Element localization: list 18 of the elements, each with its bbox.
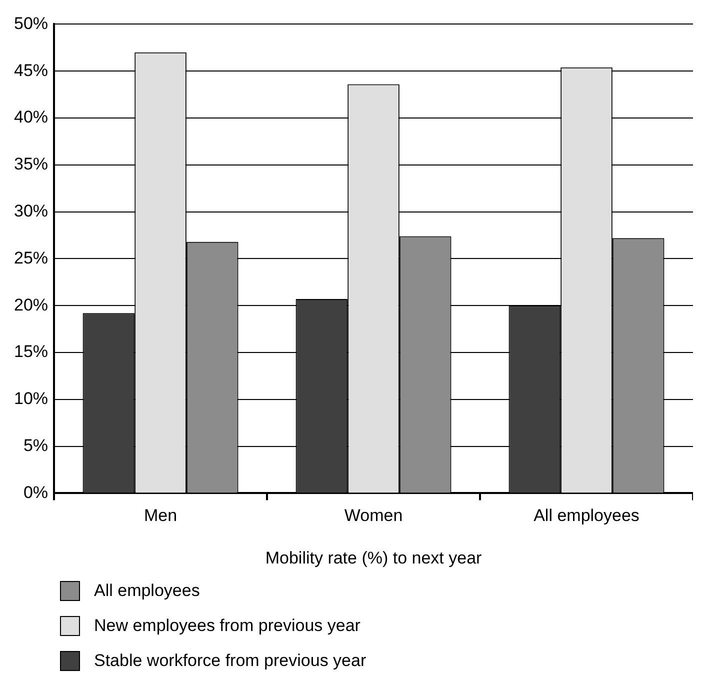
y-tick-label: 40%: [14, 108, 48, 127]
legend-label: Stable workforce from previous year: [94, 650, 366, 670]
y-tick-label: 5%: [23, 436, 48, 455]
y-tick-label: 15%: [14, 342, 48, 362]
legend-label: New employees from previous year: [94, 616, 360, 636]
y-tick-label: 10%: [14, 389, 48, 408]
legend-label: All employees: [94, 580, 200, 600]
y-tick-label: 30%: [14, 201, 48, 220]
y-tick-label: 0%: [23, 482, 48, 502]
y-tick-label: 20%: [14, 295, 48, 314]
x-axis-title: Mobility rate (%) to next year: [265, 548, 482, 568]
x-tick-label: All employees: [534, 506, 640, 526]
y-tick-label: 45%: [14, 60, 48, 80]
y-tick-label: 25%: [14, 248, 48, 268]
y-tick-label: 50%: [14, 14, 48, 33]
x-tick-label: Women: [344, 506, 403, 526]
y-tick-label: 35%: [14, 154, 48, 174]
x-tick-label: Men: [144, 506, 178, 526]
